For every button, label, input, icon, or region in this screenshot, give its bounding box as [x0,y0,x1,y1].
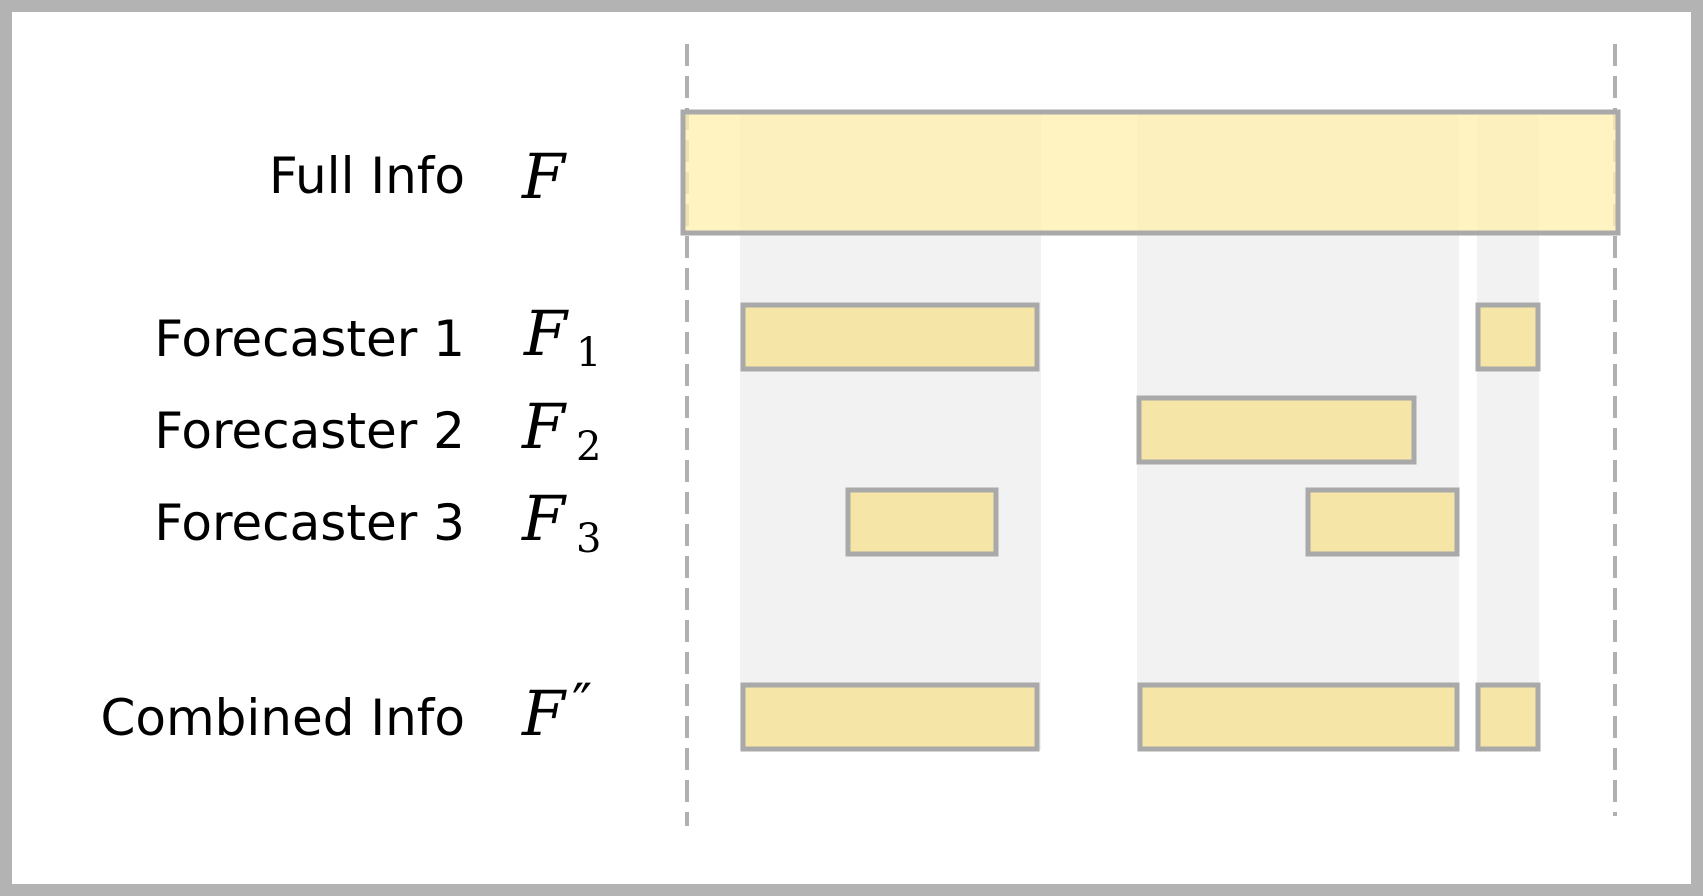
full-info-bar [680,109,1621,236]
symbol-full-info: F [521,140,567,213]
symbol-subscript: 3 [576,516,601,562]
symbol-main: F [521,482,567,555]
forecaster-3-interval [845,487,999,557]
symbol-main: F [523,297,569,370]
row-label-forecaster-1: Forecaster 1 [154,310,465,368]
symbol-main: F [521,677,567,750]
symbol-main: F [521,140,567,213]
forecaster-1-interval [740,302,1040,372]
symbol-combined-info: F ″ [521,672,592,750]
forecaster-3-interval [1305,487,1460,557]
symbol-forecaster-3: F 3 [521,482,601,562]
symbol-prime: ″ [572,672,592,735]
combined-info-intervals [740,682,1541,752]
symbol-forecaster-1: F 1 [523,297,601,376]
combined-info-interval [1475,682,1541,752]
forecaster-2-intervals [1136,395,1417,465]
symbol-subscript: 2 [576,424,601,470]
forecaster-1-intervals [740,302,1541,372]
symbol-subscript: 1 [576,330,601,376]
forecaster-1-interval [1475,302,1541,372]
row-label-forecaster-3: Forecaster 3 [154,494,465,552]
symbol-forecaster-2: F 2 [521,390,601,470]
forecaster-2-interval [1136,395,1417,465]
row-label-combined-info: Combined Info [100,689,465,747]
forecaster-3-intervals [845,487,1460,557]
symbol-main: F [521,390,567,463]
row-label-full-info: Full Info [269,147,465,205]
row-label-forecaster-2: Forecaster 2 [154,402,465,460]
combined-info-interval [1137,682,1460,752]
combined-info-interval [740,682,1040,752]
